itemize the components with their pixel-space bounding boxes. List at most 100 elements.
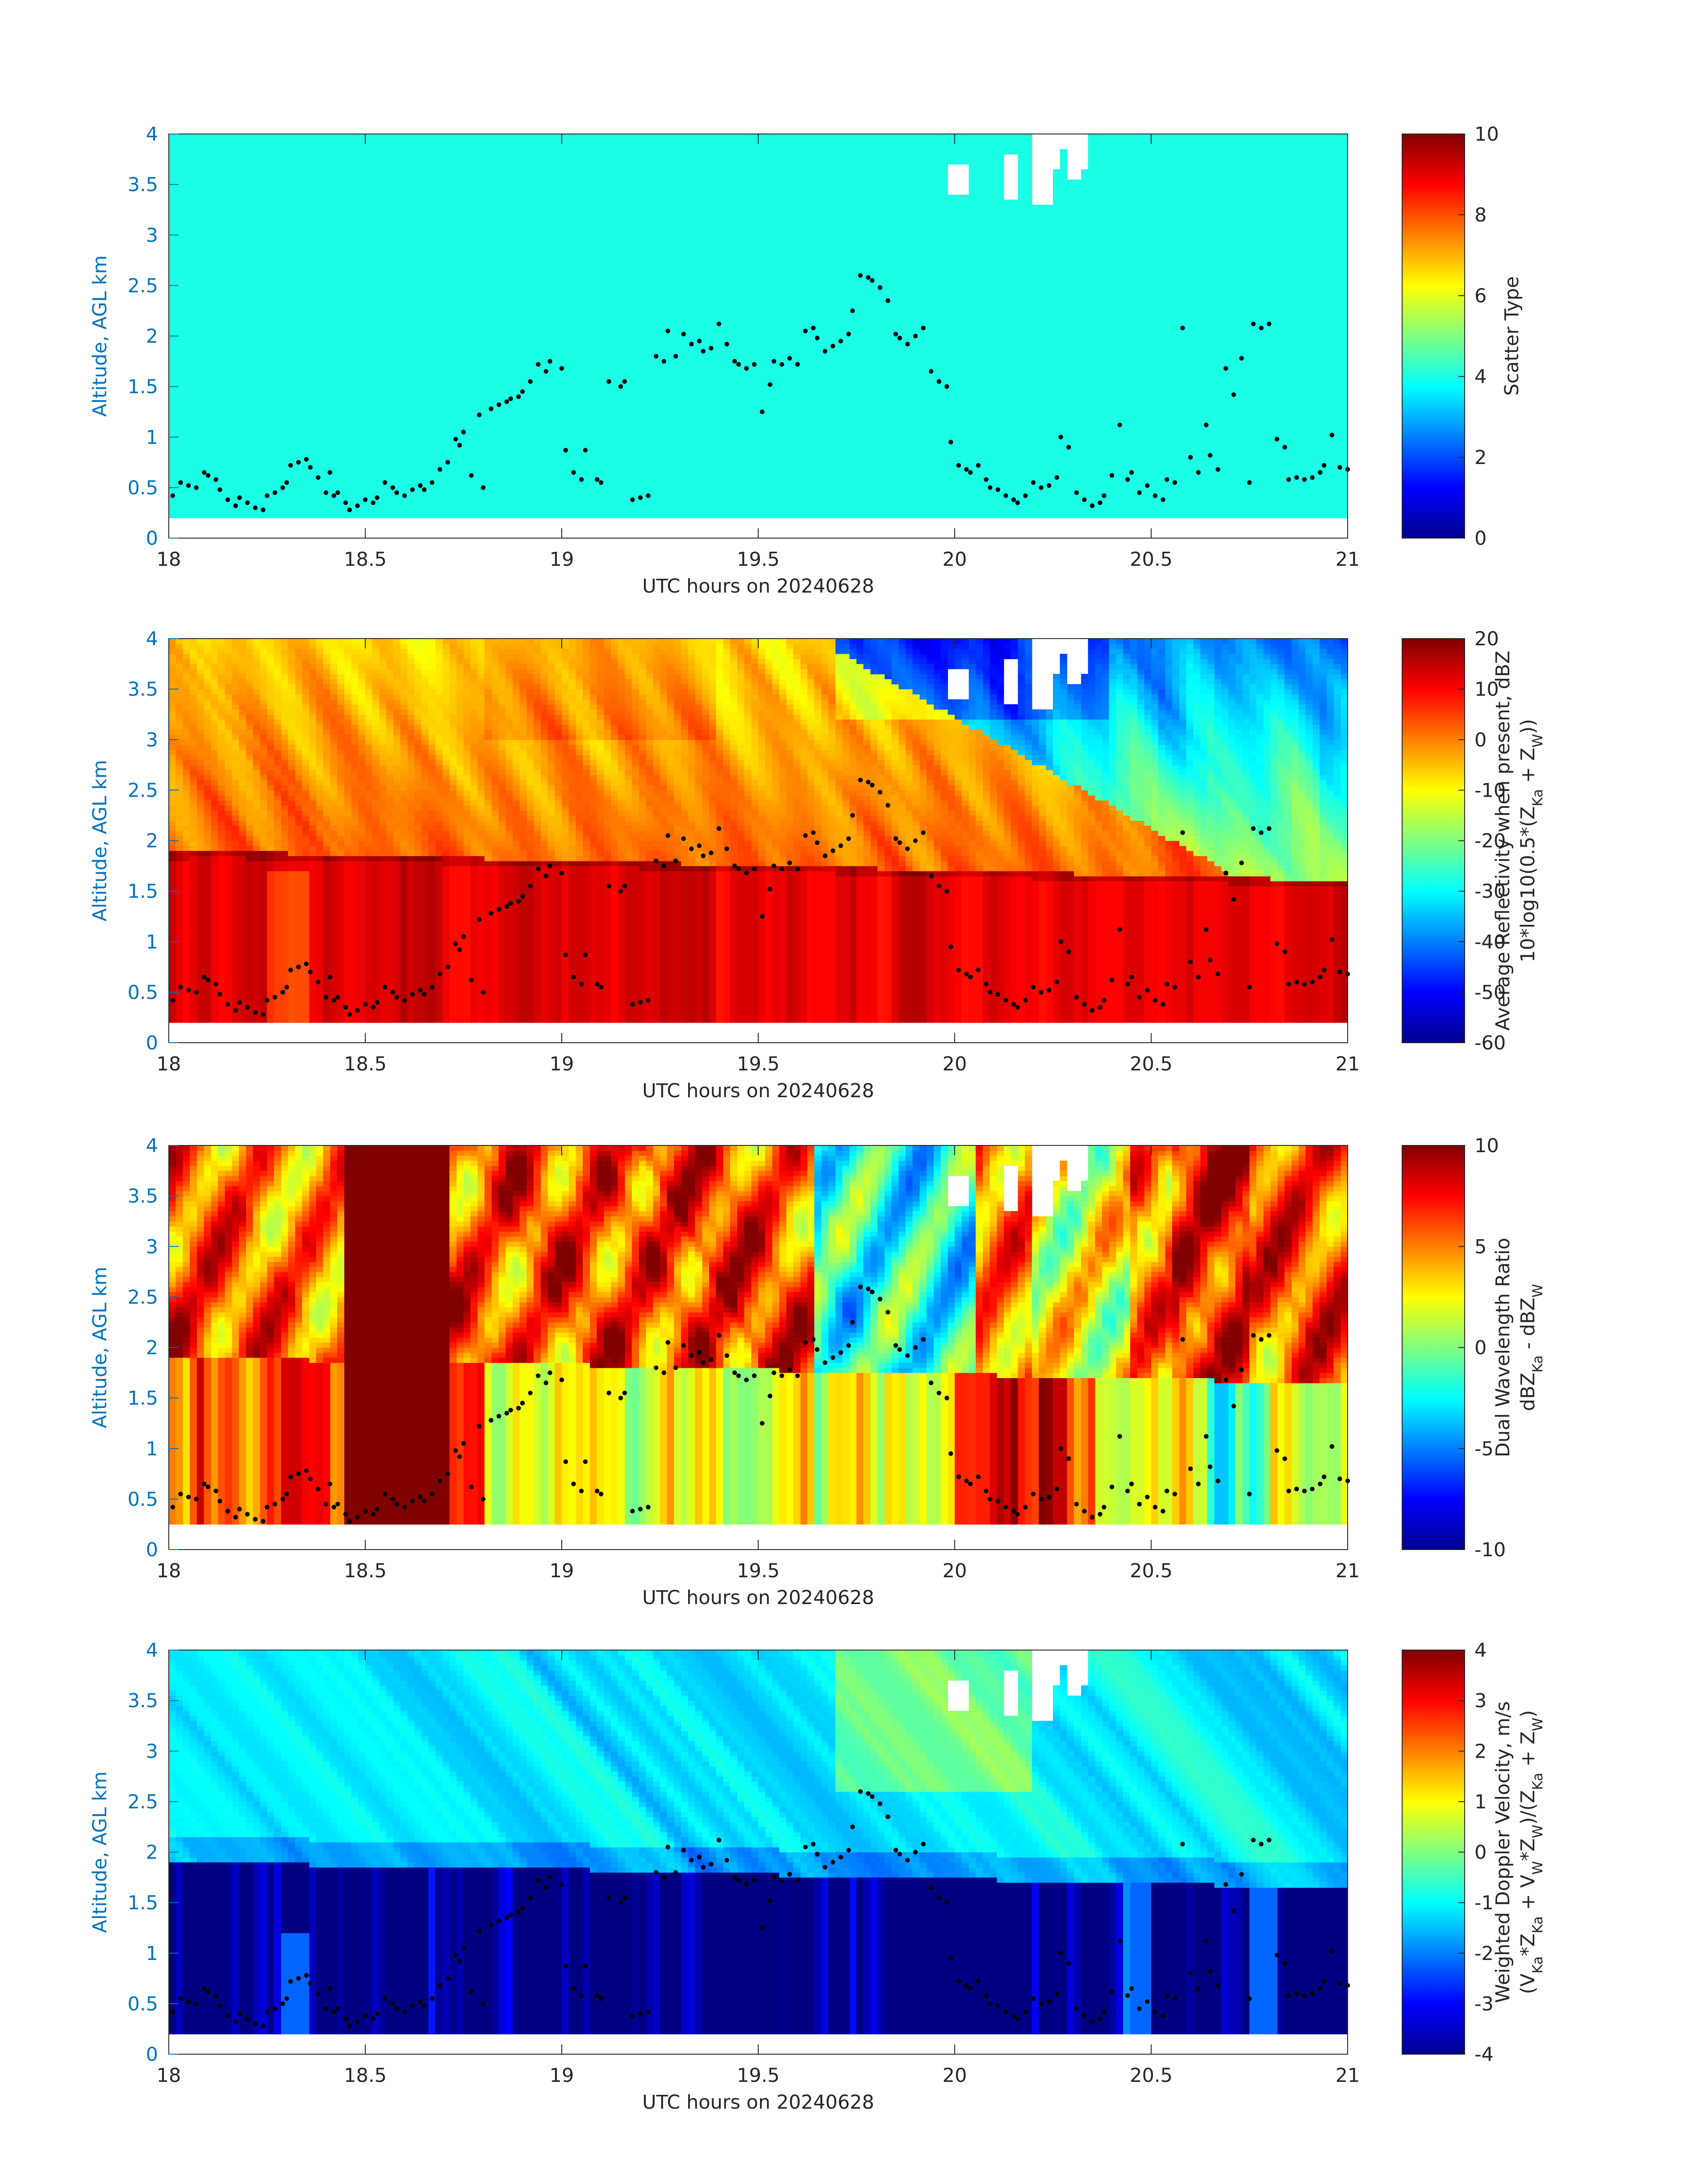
heatmap-cell [211,422,218,427]
heatmap-cell [183,270,190,276]
heatmap-cell [246,245,253,251]
heatmap-cell [337,321,344,326]
heatmap-cell [211,493,218,498]
heatmap-cell [344,402,351,407]
heatmap-cell [379,488,386,493]
heatmap-cell [302,285,309,291]
heatmap-cell [295,164,302,170]
heatmap-cell [190,381,197,387]
heatmap-cell [239,427,246,432]
heatmap-cell [274,169,281,175]
heatmap-cell [407,356,414,362]
heatmap-cell [197,306,204,311]
heatmap-cell [267,477,274,483]
heatmap-cell [281,164,288,170]
heatmap-cell [281,437,288,443]
heatmap-cell [401,316,408,321]
heatmap-cell [246,432,253,437]
heatmap-cell [267,346,274,351]
heatmap-cell [351,477,359,483]
heatmap-cell [323,144,330,150]
heatmap-cell [414,407,422,412]
heatmap-cell [372,306,380,311]
heatmap-cell [260,346,267,351]
heatmap-cell [211,180,218,185]
heatmap-cell [197,437,204,443]
heatmap-cell [309,503,316,508]
heatmap-cell [225,372,232,377]
heatmap-cell [295,144,302,150]
heatmap-cell [225,210,232,215]
heatmap-cell [281,189,288,195]
heatmap-cell [197,387,204,392]
heatmap-cell [351,240,359,246]
heatmap-cell [302,240,309,246]
heatmap-cell [386,175,393,180]
heatmap-cell [351,437,359,443]
heatmap-cell [379,432,386,437]
heatmap-cell [176,472,183,478]
heatmap-cell [309,488,316,493]
heatmap-cell [316,154,323,159]
heatmap-cell [323,412,330,417]
heatmap-cell [176,316,183,321]
heatmap-cell [302,189,309,195]
heatmap-cell [190,513,197,518]
heatmap-cell [239,361,246,367]
heatmap-cell [401,427,408,432]
heatmap-cell [358,361,365,367]
heatmap-cell [422,387,429,392]
heatmap-cell [344,301,351,306]
heatmap-cell [281,144,288,150]
heatmap-cell [337,326,344,331]
heatmap-cell [422,452,429,458]
heatmap-cell [316,321,323,326]
heatmap-cell [281,417,288,422]
heatmap-cell [323,372,330,377]
heatmap-cell [204,189,211,195]
heatmap-cell [379,195,386,200]
heatmap-cell [190,276,197,281]
heatmap-cell [316,366,323,372]
heatmap-cell [204,280,211,286]
heatmap-cell [281,205,288,210]
heatmap-cell [176,402,183,407]
heatmap-cell [302,452,309,458]
heatmap-cell [323,235,330,240]
heatmap-cell [253,402,260,407]
heatmap-cell [344,180,351,185]
heatmap-cell [393,356,401,362]
heatmap-cell [379,215,386,220]
heatmap-cell [309,306,316,311]
heatmap-cell [344,276,351,281]
heatmap-cell [365,326,372,331]
heatmap-cell [393,472,401,478]
heatmap-cell [337,462,344,468]
heatmap-cell [211,205,218,210]
heatmap-cell [204,422,211,427]
heatmap-cell [239,169,246,175]
heatmap-cell [232,488,239,493]
heatmap-cell [323,280,330,286]
heatmap-cell [344,260,351,266]
heatmap-cell [239,215,246,220]
heatmap-cell [323,341,330,347]
heatmap-cell [288,301,295,306]
heatmap-cell [197,341,204,347]
heatmap-cell [225,159,232,165]
heatmap-cell [190,341,197,347]
heatmap-cell [190,220,197,225]
heatmap-cell [211,432,218,437]
heatmap-cell [372,159,380,165]
heatmap-cell [330,265,337,271]
heatmap-cell [288,427,295,432]
heatmap-cell [176,513,183,518]
heatmap-cell [281,230,288,235]
heatmap-cell [337,255,344,261]
heatmap-cell [401,210,408,215]
heatmap-cell [190,144,197,150]
heatmap-cell [176,311,183,316]
heatmap-cell [422,503,429,508]
heatmap-cell [365,200,372,205]
heatmap-cell [253,447,260,452]
